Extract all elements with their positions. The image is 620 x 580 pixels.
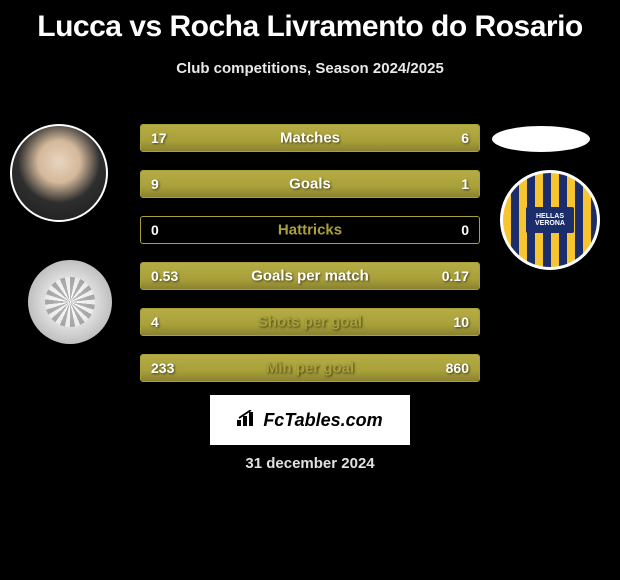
club-right-crest: HELLAS VERONA xyxy=(500,170,600,270)
brand-logo: FcTables.com xyxy=(210,395,410,445)
stat-label: Hattricks xyxy=(278,222,342,239)
page-title: Lucca vs Rocha Livramento do Rosario xyxy=(0,0,620,44)
stat-left-value: 0.53 xyxy=(151,268,178,284)
bar-fill-left xyxy=(141,125,391,151)
player-left-avatar xyxy=(10,124,108,222)
date-text: 31 december 2024 xyxy=(245,455,374,472)
stat-right-value: 6 xyxy=(461,130,469,146)
stat-left-value: 17 xyxy=(151,130,167,146)
stat-label: Shots per goal xyxy=(258,314,362,331)
player-right-avatar xyxy=(492,126,590,152)
stat-right-value: 0 xyxy=(461,222,469,238)
chart-icon xyxy=(237,410,257,431)
stat-row: 9 1 Goals xyxy=(140,170,480,198)
club-right-text: HELLAS VERONA xyxy=(526,207,574,233)
stat-right-value: 0.17 xyxy=(442,268,469,284)
stat-row: 17 6 Matches xyxy=(140,124,480,152)
stat-label: Goals xyxy=(289,176,331,193)
comparison-bars: 17 6 Matches 9 1 Goals 0 0 Hattricks 0.53 0.17 Goal… xyxy=(140,124,480,400)
stat-left-value: 9 xyxy=(151,176,159,192)
stat-label: Min per goal xyxy=(266,360,354,377)
stat-left-value: 0 xyxy=(151,222,159,238)
brand-text: FcTables.com xyxy=(263,410,382,431)
stat-row: 0.53 0.17 Goals per match xyxy=(140,262,480,290)
stat-label: Matches xyxy=(280,130,340,147)
stat-label: Goals per match xyxy=(251,268,369,285)
stat-left-value: 4 xyxy=(151,314,159,330)
club-left-crest xyxy=(28,260,112,344)
stat-left-value: 233 xyxy=(151,360,174,376)
stat-row: 0 0 Hattricks xyxy=(140,216,480,244)
subtitle: Club competitions, Season 2024/2025 xyxy=(0,60,620,77)
stat-row: 4 10 Shots per goal xyxy=(140,308,480,336)
stat-row: 233 860 Min per goal xyxy=(140,354,480,382)
stat-right-value: 1 xyxy=(461,176,469,192)
stat-right-value: 860 xyxy=(446,360,469,376)
stat-right-value: 10 xyxy=(453,314,469,330)
